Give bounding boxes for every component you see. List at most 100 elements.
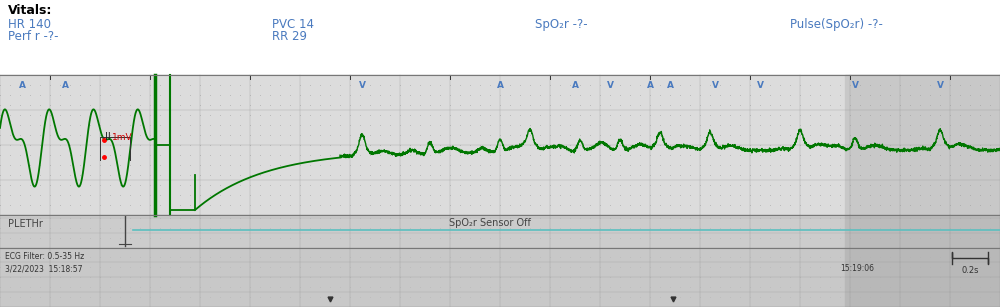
Point [272, 142, 288, 147]
Point [792, 226, 808, 231]
Point [402, 173, 418, 177]
Point [982, 255, 998, 259]
Point [342, 122, 358, 127]
Point [392, 203, 408, 208]
Point [292, 274, 308, 279]
Point [482, 183, 498, 188]
Point [862, 285, 878, 290]
Point [552, 246, 568, 251]
Point [92, 133, 108, 138]
Point [602, 216, 618, 220]
Point [82, 192, 98, 197]
Point [682, 142, 698, 147]
Point [72, 203, 88, 208]
Point [492, 255, 508, 259]
Point [512, 133, 528, 138]
Point [592, 294, 608, 299]
Point [22, 226, 38, 231]
Point [312, 83, 328, 87]
Point [902, 294, 918, 299]
Point [82, 133, 98, 138]
Point [842, 246, 858, 251]
Point [892, 294, 908, 299]
Point [702, 226, 718, 231]
Point [82, 235, 98, 240]
Point [832, 92, 848, 97]
Point [172, 192, 188, 197]
Point [262, 235, 278, 240]
Point [372, 162, 388, 167]
Point [922, 92, 938, 97]
Point [762, 305, 778, 307]
Point [442, 92, 458, 97]
Point [722, 203, 738, 208]
Point [752, 153, 768, 157]
Point [132, 92, 148, 97]
Point [542, 285, 558, 290]
Point [162, 203, 178, 208]
Point [692, 142, 708, 147]
Point [342, 153, 358, 157]
Point [22, 305, 38, 307]
Point [892, 162, 908, 167]
Point [472, 212, 488, 217]
Point [522, 265, 538, 270]
Point [982, 203, 998, 208]
Point [882, 274, 898, 279]
Point [192, 255, 208, 259]
Point [392, 173, 408, 177]
Point [722, 92, 738, 97]
Point [552, 173, 568, 177]
Point [22, 183, 38, 188]
Point [952, 274, 968, 279]
Point [802, 142, 818, 147]
Point [592, 274, 608, 279]
Text: ECG Filter: 0.5-35 Hz: ECG Filter: 0.5-35 Hz [5, 252, 84, 261]
Point [362, 133, 378, 138]
Text: PLETHr: PLETHr [8, 219, 43, 229]
Point [282, 153, 298, 157]
Point [832, 294, 848, 299]
Point [322, 285, 338, 290]
Point [252, 142, 268, 147]
Point [682, 294, 698, 299]
Point [162, 162, 178, 167]
Point [32, 285, 48, 290]
Point [122, 235, 138, 240]
Point [762, 274, 778, 279]
Point [882, 212, 898, 217]
Point [732, 133, 748, 138]
Point [902, 216, 918, 220]
Point [952, 305, 968, 307]
Point [972, 142, 988, 147]
Point [432, 113, 448, 118]
Point [762, 285, 778, 290]
Point [772, 255, 788, 259]
Point [452, 212, 468, 217]
Point [802, 294, 818, 299]
Point [632, 173, 648, 177]
Point [582, 113, 598, 118]
Point [372, 173, 388, 177]
Point [442, 122, 458, 127]
Point [102, 294, 118, 299]
Point [32, 173, 48, 177]
Point [72, 274, 88, 279]
Point [602, 246, 618, 251]
Point [852, 226, 868, 231]
Point [202, 173, 218, 177]
Point [942, 274, 958, 279]
Point [562, 212, 578, 217]
Point [592, 173, 608, 177]
Point [962, 255, 978, 259]
Point [932, 162, 948, 167]
Point [452, 192, 468, 197]
Point [342, 113, 358, 118]
Point [652, 183, 668, 188]
Point [972, 113, 988, 118]
Point [422, 153, 438, 157]
Point [212, 153, 228, 157]
Point [372, 92, 388, 97]
Point [512, 162, 528, 167]
Text: 15:19:06: 15:19:06 [840, 264, 874, 273]
